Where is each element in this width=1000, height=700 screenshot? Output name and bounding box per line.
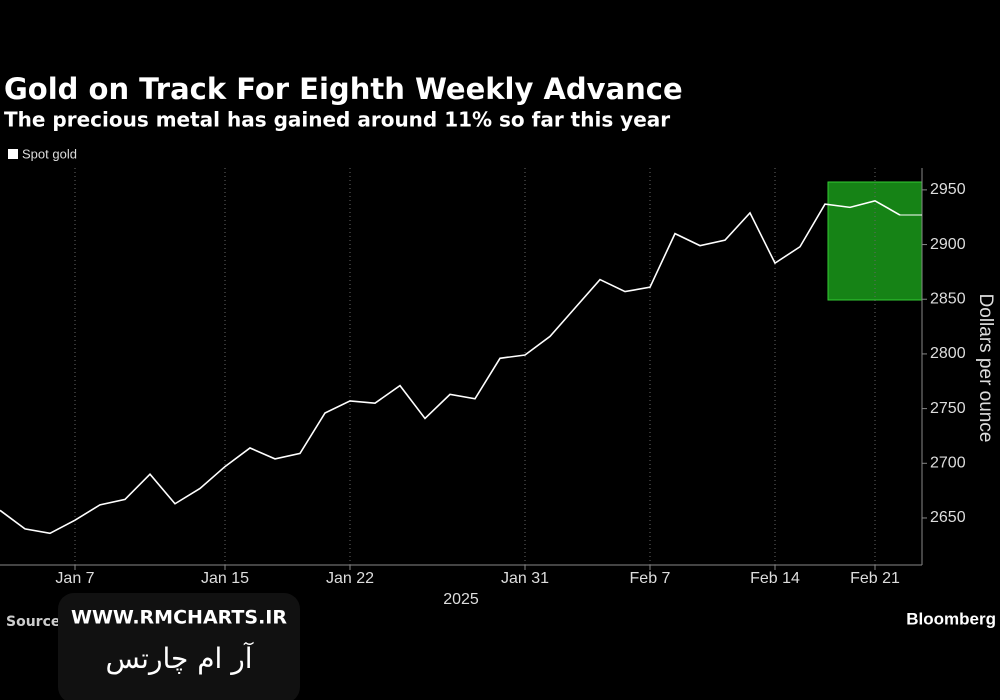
chart-subtitle: The precious metal has gained around 11%… — [4, 108, 670, 132]
legend-label: Spot gold — [22, 146, 77, 161]
y-tick-label: 2750 — [930, 400, 966, 417]
watermark-text: آر ام چارتس — [105, 642, 253, 675]
y-tick-label: 2700 — [930, 455, 966, 472]
y-axis-label: Dollars per ounce — [975, 294, 996, 443]
brand: Bloomberg — [906, 609, 996, 628]
x-tick-label: Jan 7 — [55, 570, 94, 587]
watermark-url: WWW.RMCHARTS.IR — [71, 607, 287, 629]
watermark-box — [58, 593, 300, 700]
x-tick-label: Jan 31 — [501, 570, 549, 587]
x-axis-label: 2025 — [443, 591, 479, 608]
x-tick-label: Jan 22 — [326, 570, 374, 587]
x-tick-label: Feb 21 — [850, 570, 900, 587]
y-tick-label: 2650 — [930, 509, 966, 526]
y-tick-label: 2800 — [930, 345, 966, 362]
chart-title: Gold on Track For Eighth Weekly Advance — [4, 72, 683, 106]
y-tick-label: 2850 — [930, 290, 966, 307]
y-tick-label: 2900 — [930, 236, 966, 253]
legend-swatch — [8, 149, 18, 159]
y-tick-label: 2950 — [930, 181, 966, 198]
series-line — [0, 199, 901, 535]
x-tick-label: Feb 7 — [630, 570, 671, 587]
x-tick-label: Jan 15 — [201, 570, 249, 587]
x-tick-label: Feb 14 — [750, 570, 800, 587]
